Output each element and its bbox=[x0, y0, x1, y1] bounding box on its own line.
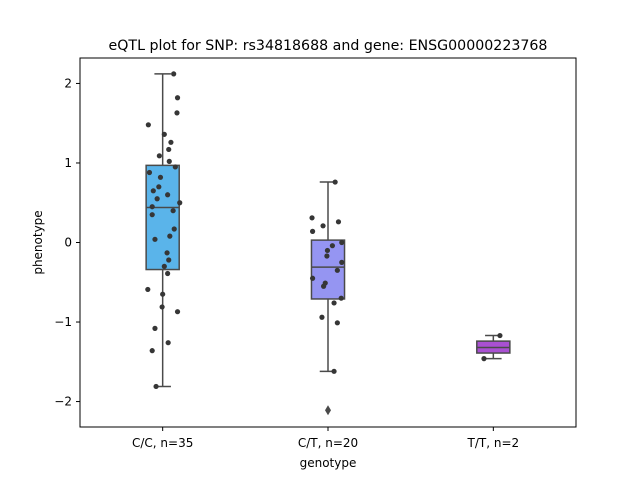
data-point bbox=[334, 320, 340, 326]
data-point bbox=[152, 236, 158, 242]
data-point bbox=[331, 368, 337, 374]
data-point bbox=[157, 174, 164, 180]
data-point bbox=[177, 200, 183, 206]
data-point bbox=[319, 314, 325, 320]
data-point bbox=[146, 169, 153, 176]
data-point bbox=[339, 259, 345, 265]
data-point bbox=[320, 223, 326, 229]
chart-title: eQTL plot for SNP: rs34818688 and gene: … bbox=[109, 38, 548, 54]
data-point bbox=[331, 300, 337, 306]
data-point bbox=[334, 267, 340, 273]
data-point bbox=[174, 309, 181, 315]
box-group bbox=[309, 179, 346, 416]
data-point bbox=[161, 263, 167, 269]
data-point bbox=[165, 192, 171, 198]
data-point bbox=[309, 275, 316, 281]
x-tick-label: C/T, n=20 bbox=[298, 436, 358, 450]
x-axis-label: genotype bbox=[300, 456, 357, 470]
data-point bbox=[159, 304, 165, 310]
data-point bbox=[161, 131, 167, 137]
data-point bbox=[171, 226, 177, 232]
y-tick-label: 0 bbox=[64, 236, 72, 250]
data-point bbox=[166, 146, 172, 153]
data-point bbox=[168, 139, 174, 145]
data-point bbox=[165, 340, 171, 346]
box-group bbox=[145, 71, 183, 390]
data-point bbox=[309, 228, 316, 234]
data-point bbox=[156, 184, 162, 190]
data-point bbox=[320, 283, 327, 289]
y-tick-label: 2 bbox=[64, 76, 72, 90]
data-point bbox=[172, 164, 178, 170]
data-point bbox=[332, 179, 338, 185]
data-point bbox=[481, 356, 487, 362]
data-point bbox=[149, 212, 155, 218]
data-point bbox=[171, 71, 177, 77]
y-axis-label: phenotype bbox=[31, 210, 45, 274]
y-tick-label: −1 bbox=[54, 315, 72, 329]
y-tick-label: −2 bbox=[54, 395, 72, 409]
data-point bbox=[167, 233, 173, 239]
x-tick-label: C/C, n=35 bbox=[132, 436, 193, 450]
data-point bbox=[149, 348, 155, 354]
outlier-marker bbox=[325, 405, 331, 416]
data-point bbox=[338, 295, 344, 301]
data-point bbox=[170, 208, 176, 214]
data-point bbox=[324, 247, 331, 254]
data-point bbox=[174, 95, 181, 101]
data-point bbox=[166, 257, 172, 263]
data-point bbox=[150, 188, 156, 194]
x-tick-label: T/T, n=2 bbox=[467, 436, 520, 450]
data-point bbox=[324, 253, 330, 259]
data-point bbox=[160, 291, 166, 297]
data-point bbox=[335, 219, 342, 225]
data-point bbox=[149, 204, 155, 210]
data-point bbox=[156, 153, 162, 159]
data-point bbox=[174, 110, 180, 116]
data-point bbox=[153, 383, 159, 390]
box-group bbox=[476, 332, 511, 362]
data-point bbox=[339, 239, 345, 246]
data-point bbox=[154, 196, 160, 202]
data-point bbox=[329, 243, 336, 249]
iqr-box bbox=[145, 164, 180, 271]
data-point bbox=[497, 332, 503, 339]
data-point bbox=[152, 325, 158, 331]
data-point bbox=[145, 122, 151, 128]
y-tick-label: 1 bbox=[64, 156, 72, 170]
data-point bbox=[164, 250, 170, 256]
data-point bbox=[166, 158, 172, 164]
data-point bbox=[145, 286, 151, 293]
data-point bbox=[309, 215, 315, 221]
data-point bbox=[165, 270, 171, 277]
